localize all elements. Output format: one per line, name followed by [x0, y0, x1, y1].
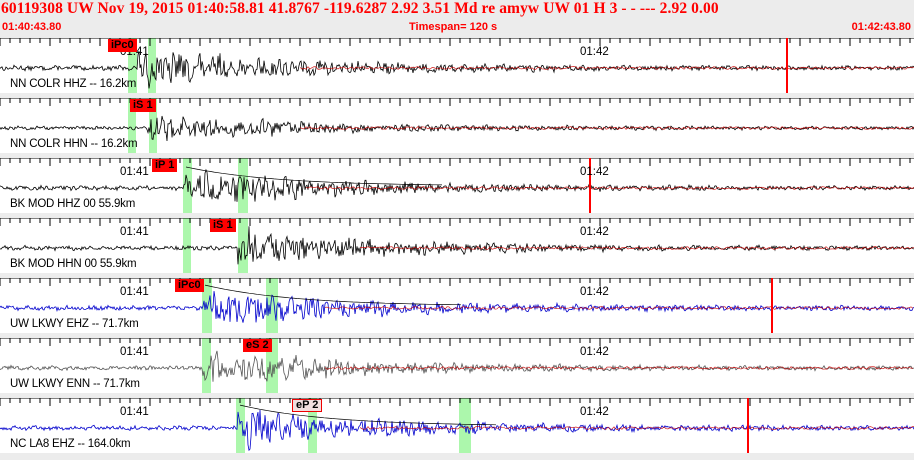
time-axis-ticks: [0, 398, 914, 406]
panel-separator: [0, 273, 914, 278]
highlight-band: [308, 398, 317, 453]
waveform-path: [0, 168, 914, 202]
coda-decay-curve: [185, 166, 443, 186]
channel-label: UW LKWY ENN -- 71.7km: [10, 378, 140, 390]
predicted-trace-overlay: [299, 66, 914, 70]
trace-panel-mod-hhz[interactable]: 01:41 01:42 iP 1 BK MOD HHZ 00 55.9km: [0, 158, 914, 213]
time-axis-ticks: [0, 338, 914, 346]
timespan-label: Timespan= 120 s: [409, 21, 498, 33]
axis-time-label: 01:41: [120, 166, 149, 178]
panel-separator: [0, 153, 914, 158]
predicted-trace-overlay: [299, 126, 914, 130]
window-start-time: 01:40:43.80: [2, 21, 62, 33]
axis-time-label: 01:42: [580, 166, 609, 178]
phase-pick-label[interactable]: iPc0: [108, 39, 137, 52]
channel-label: NC LA8 EHZ -- 164.0km: [10, 438, 131, 450]
phase-pick-label[interactable]: eS 2: [243, 339, 272, 352]
trace-panel-colr-hhn[interactable]: iS 1 NN COLR HHN -- 16.2km: [0, 98, 914, 153]
phase-pick-label[interactable]: iS 1: [210, 219, 236, 232]
panel-separator: [0, 93, 914, 98]
axis-time-label: 01:42: [580, 226, 609, 238]
event-header: 60119308 UW Nov 19, 2015 01:40:58.81 41.…: [0, 0, 914, 20]
waveform-trace: [0, 158, 914, 202]
waveform-trace: [0, 38, 914, 89]
waveform-path: [0, 115, 914, 142]
trace-panel-mod-hhn[interactable]: 01:41 01:42 iS 1 BK MOD HHN 00 55.9km: [0, 218, 914, 273]
axis-time-label: 01:41: [120, 286, 149, 298]
predicted-trace-overlay: [359, 246, 914, 250]
panel-separator: [0, 213, 914, 218]
panel-separator: [0, 333, 914, 338]
coda-decay-curve: [204, 284, 462, 306]
time-axis-ticks: [0, 38, 914, 46]
waveform-trace: [0, 398, 914, 452]
predicted-trace-overlay: [324, 366, 914, 370]
time-marker[interactable]: [589, 158, 591, 213]
window-end-time: 01:42:43.80: [851, 21, 911, 33]
phase-pick-label[interactable]: eP 2: [292, 399, 323, 412]
axis-time-label: 01:42: [580, 46, 609, 58]
time-marker[interactable]: [786, 38, 788, 93]
waveform-path: [0, 291, 914, 323]
predicted-trace-overlay: [324, 306, 914, 310]
predicted-trace-overlay: [305, 186, 914, 190]
phase-pick-label[interactable]: iPc0: [175, 279, 204, 292]
highlight-band: [202, 278, 212, 333]
axis-time-label: 01:41: [120, 346, 149, 358]
channel-label: NN COLR HHN -- 16.2km: [10, 138, 138, 150]
time-marker[interactable]: [747, 398, 749, 453]
channel-label: UW LKWY EHZ -- 71.7km: [10, 318, 139, 330]
coda-decay-curve: [239, 404, 497, 426]
highlight-band: [202, 338, 211, 393]
highlight-band: [236, 398, 245, 453]
axis-time-label: 01:42: [580, 346, 609, 358]
phase-pick-label[interactable]: iP 1: [152, 159, 178, 172]
highlight-band: [149, 98, 157, 153]
waveform-trace: [0, 338, 914, 382]
axis-time-label: 01:42: [580, 406, 609, 418]
predicted-trace-overlay: [359, 426, 914, 430]
waveform-trace: [0, 278, 914, 323]
highlight-band: [238, 218, 248, 273]
time-axis-ticks: [0, 158, 914, 166]
axis-time-label: 01:41: [120, 406, 149, 418]
highlight-band: [183, 218, 191, 273]
axis-time-label: 01:42: [580, 286, 609, 298]
trace-panel-lkwy-ehz[interactable]: 01:41 01:42 iPc0 UW LKWY EHZ -- 71.7km: [0, 278, 914, 333]
time-marker[interactable]: [771, 278, 773, 333]
highlight-band: [128, 98, 136, 153]
axis-time-label: 01:41: [120, 226, 149, 238]
waveform-trace: [0, 218, 914, 265]
highlight-band: [266, 278, 278, 333]
highlight-band: [128, 38, 137, 93]
channel-label: NN COLR HHZ -- 16.2km: [10, 78, 137, 90]
trace-panel-lkwy-enn[interactable]: 01:41 01:42 eS 2 UW LKWY ENN -- 71.7km: [0, 338, 914, 393]
panel-separator: [0, 393, 914, 398]
time-axis-ticks: [0, 278, 914, 286]
event-summary-line: 60119308 UW Nov 19, 2015 01:40:58.81 41.…: [1, 0, 719, 17]
waveform-path: [0, 226, 914, 265]
trace-panel-la8-ehz[interactable]: 01:41 01:42 eP 2 NC LA8 EHZ -- 164.0km: [0, 398, 914, 453]
channel-label: BK MOD HHZ 00 55.9km: [10, 198, 136, 210]
channel-label: BK MOD HHN 00 55.9km: [10, 258, 137, 270]
trace-panel-colr-hhz[interactable]: 01:41 01:42 iPc0 NN COLR HHZ -- 16.2km: [0, 38, 914, 93]
time-axis-ticks: [0, 218, 914, 226]
highlight-band: [238, 158, 248, 213]
panel-separator: [0, 453, 914, 458]
phase-pick-label[interactable]: iS 1: [130, 99, 156, 112]
